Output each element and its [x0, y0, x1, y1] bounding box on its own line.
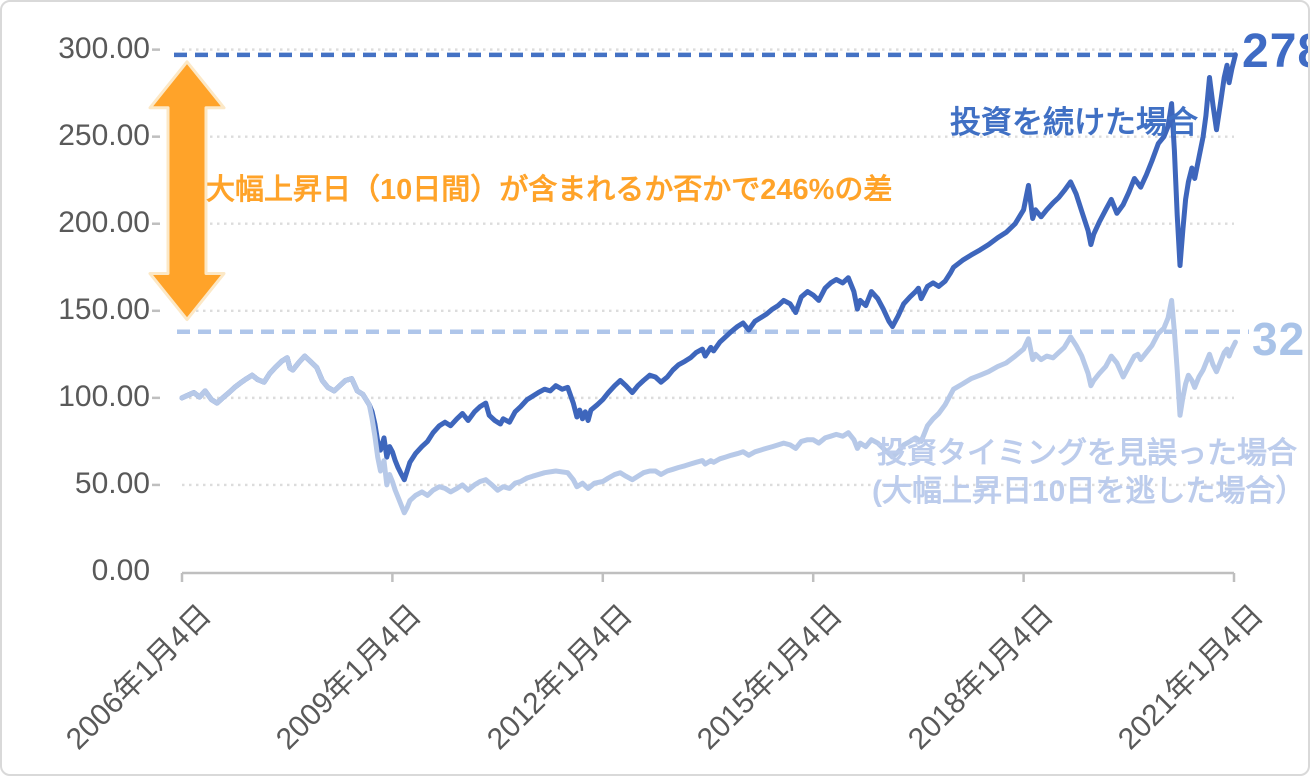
end-value-missed-best-days: 32 [1252, 313, 1306, 365]
series-label-missed-line2: (大幅上昇日10日を逃した場合） [872, 475, 1306, 508]
annotation-gap-text: 大幅上昇日（10日間）が含まれるか否かで246%の差 [206, 174, 893, 206]
y-tick-label-50: 50.00 [74, 466, 150, 500]
y-tick-label-300: 300.00 [58, 31, 150, 65]
series-label-missed-best-days: 投資タイミングを見誤った場合 (大幅上昇日10日を逃した場合） [872, 435, 1306, 511]
y-tick-label-150: 150.00 [58, 292, 150, 326]
end-value-kept-investing: 278 [1242, 25, 1308, 78]
series-label-kept-investing: 投資を続けた場合 [950, 105, 1198, 140]
y-tick-label-100: 100.00 [58, 379, 150, 413]
series-line-missed-best-days [179, 297, 1238, 516]
gap-arrow [148, 60, 226, 322]
series-label-missed-line1: 投資タイミングを見誤った場合 [877, 437, 1297, 470]
y-tick-label-0: 0.00 [91, 554, 150, 587]
y-tick-label-200: 200.00 [58, 205, 150, 239]
y-tick-label-250: 250.00 [58, 118, 150, 152]
